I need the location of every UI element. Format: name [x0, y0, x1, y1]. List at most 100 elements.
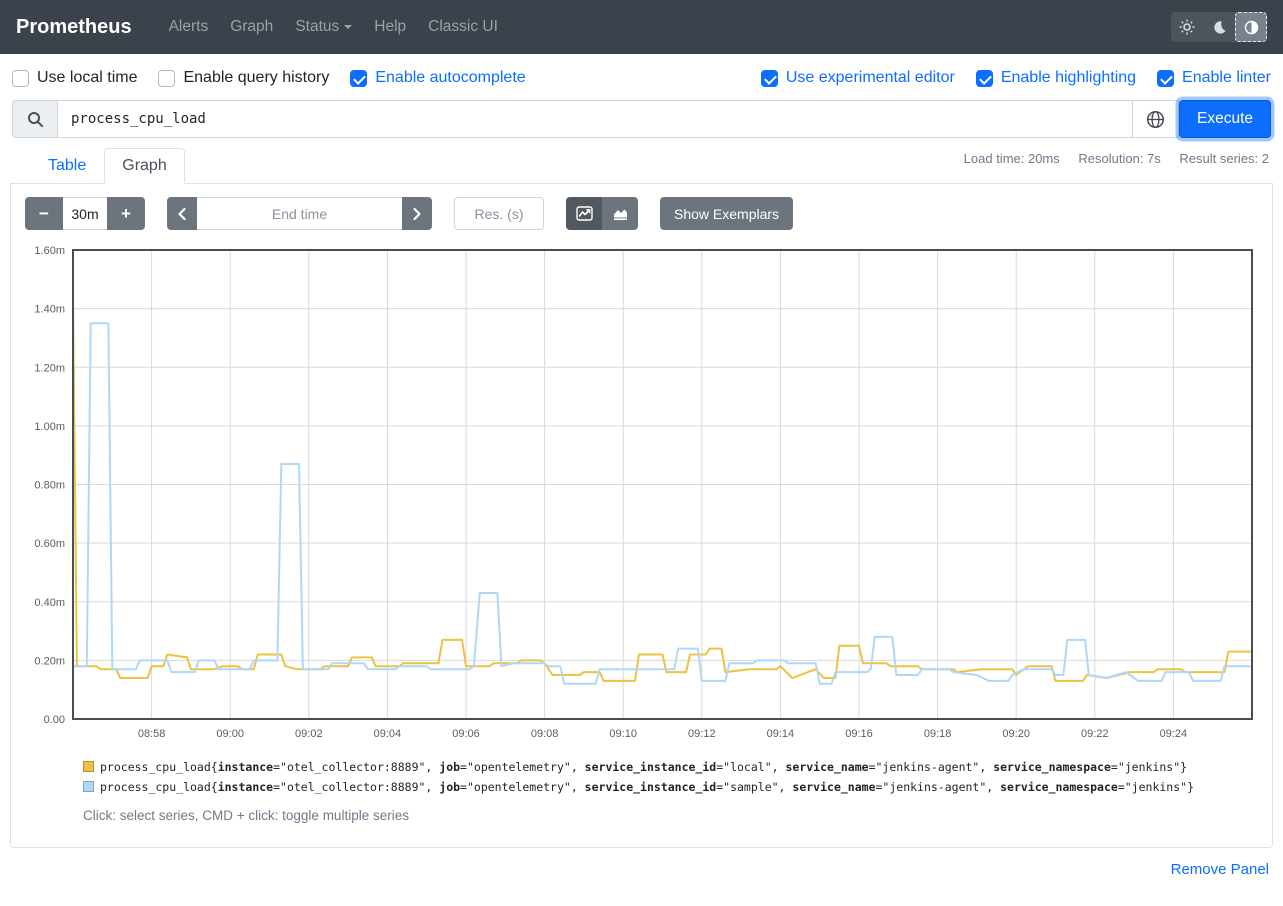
use-experimental-editor-checkbox[interactable]	[760, 69, 778, 87]
execute-button[interactable]: Execute	[1179, 100, 1271, 138]
enable-linter-checkbox[interactable]	[1157, 69, 1175, 87]
area-chart-icon	[613, 209, 627, 220]
series-line-local[interactable]	[72, 299, 1252, 682]
nav-item-status[interactable]: Status	[284, 10, 363, 44]
legend-swatch	[83, 781, 94, 792]
search-addon	[12, 100, 57, 138]
x-axis-tick-label: 09:06	[452, 728, 480, 740]
remove-panel-link[interactable]: Remove Panel	[1170, 861, 1269, 878]
tab-table[interactable]: Table	[48, 157, 87, 174]
y-axis-tick-label: 1.00m	[34, 421, 65, 433]
legend-item[interactable]: process_cpu_load{instance="otel_collecto…	[83, 757, 1260, 777]
globe-icon	[1146, 110, 1165, 128]
legend-item[interactable]: process_cpu_load{instance="otel_collecto…	[83, 777, 1260, 797]
circle-half-icon	[1244, 20, 1258, 34]
x-axis-tick-label: 09:18	[924, 728, 952, 740]
graph-area[interactable]: 0.00 0.20m 0.40m 0.60m 0.80m 1.00m 1.20m 1.40m 1…	[23, 242, 1260, 747]
plot-border	[72, 249, 1253, 720]
tab-graph[interactable]: Graph	[104, 148, 185, 184]
y-axis-tick-label: 0.40m	[34, 597, 65, 609]
metrics-explorer-button[interactable]	[1133, 100, 1179, 138]
option-use-local-time[interactable]: Use local time	[12, 69, 137, 87]
resolution-input[interactable]	[454, 197, 544, 230]
query-expression-input[interactable]	[57, 100, 1133, 138]
range-input-group: − +	[25, 197, 145, 230]
option-enable-highlighting[interactable]: Enable highlighting	[975, 69, 1136, 87]
graph-panel-body: − +	[10, 184, 1273, 848]
y-axis-tick-label: 1.40m	[34, 304, 65, 316]
y-axis-tick-label: 0.00	[44, 714, 65, 726]
legend-list: process_cpu_load{instance="otel_collecto…	[83, 757, 1260, 797]
x-axis-tick-label: 09:14	[767, 728, 795, 740]
chevron-left-icon	[178, 207, 186, 220]
option-enable-query-history[interactable]: Enable query history	[158, 69, 329, 87]
graph-svg[interactable]: 0.00 0.20m 0.40m 0.60m 0.80m 1.00m 1.20m 1.40m 1…	[23, 242, 1258, 742]
x-axis-tick-label: 09:16	[845, 728, 873, 740]
decrease-range-button[interactable]: −	[25, 197, 63, 230]
chart-type-toggle	[566, 197, 638, 230]
use-local-time-checkbox[interactable]	[12, 69, 29, 87]
show-exemplars-button[interactable]: Show Exemplars	[660, 197, 794, 230]
x-axis-tick-label: 09:10	[609, 728, 637, 740]
moon-icon	[1213, 20, 1226, 34]
dropdown-caret-icon	[344, 25, 353, 29]
x-axis-tick-label: 09:00	[216, 728, 244, 740]
enable-query-history-checkbox[interactable]	[158, 69, 176, 87]
options-row: Use local time Enable query history Enab…	[12, 69, 1271, 87]
panel-footer: Remove Panel	[14, 861, 1269, 879]
end-time-input[interactable]	[197, 197, 402, 230]
x-axis-tick-label: 09:04	[374, 728, 402, 740]
light-theme-button[interactable]	[1171, 12, 1203, 42]
option-enable-autocomplete[interactable]: Enable autocomplete	[350, 69, 526, 87]
legend-swatch	[83, 761, 94, 772]
brand-prometheus[interactable]: Prometheus	[16, 15, 132, 38]
sun-icon	[1179, 19, 1195, 35]
navbar: Prometheus Alerts Graph Status Help Clas…	[0, 0, 1283, 54]
options-right: Use experimental editor Enable highlight…	[760, 69, 1271, 87]
nav-item-classic-ui[interactable]: Classic UI	[428, 18, 498, 35]
theme-toggle-group	[1171, 12, 1267, 42]
query-bar: Execute	[12, 100, 1271, 138]
x-axis-tick-label: 09:02	[295, 728, 323, 740]
time-forward-button[interactable]	[402, 197, 432, 230]
tab-bar: Table Graph Load time: 20ms Resolution: …	[10, 148, 1273, 184]
dark-theme-button[interactable]	[1203, 12, 1235, 42]
enable-highlighting-checkbox[interactable]	[975, 69, 993, 87]
x-axis-tick-label: 09:24	[1160, 728, 1188, 740]
series-line-sample[interactable]	[73, 322, 1252, 685]
query-stats: Load time: 20ms Resolution: 7s Result se…	[949, 151, 1269, 166]
legend-label: process_cpu_load{instance="otel_collecto…	[100, 760, 1188, 774]
search-icon	[27, 111, 43, 127]
x-axis-tick-label: 08:58	[138, 728, 166, 740]
y-axis-tick-label: 0.20m	[34, 655, 65, 667]
end-time-group	[167, 197, 432, 230]
load-time: Load time: 20ms	[963, 151, 1060, 166]
x-axis-tick-label: 09:12	[688, 728, 716, 740]
nav-item-graph[interactable]: Graph	[230, 18, 274, 35]
auto-theme-button[interactable]	[1235, 12, 1267, 42]
x-axis-tick-label: 09:20	[1002, 728, 1030, 740]
y-axis-tick-label: 1.20m	[34, 362, 65, 374]
options-left: Use local time Enable query history Enab…	[12, 69, 526, 87]
y-axis-tick-label: 1.60m	[34, 245, 65, 257]
y-axis-tick-label: 0.80m	[34, 480, 65, 492]
stacked-chart-button[interactable]	[602, 197, 638, 230]
increase-range-button[interactable]: +	[107, 197, 145, 230]
graph-controls: − +	[25, 197, 1258, 230]
resolution: Resolution: 7s	[1078, 151, 1161, 166]
y-axis-tick-label: 0.60m	[34, 538, 65, 550]
nav-item-alerts[interactable]: Alerts	[168, 18, 209, 35]
nav-menu: Alerts Graph Status Help Classic UI	[158, 10, 509, 44]
legend-hint: Click: select series, CMD + click: toggl…	[83, 808, 409, 823]
option-enable-linter[interactable]: Enable linter	[1157, 69, 1271, 87]
range-input[interactable]	[63, 197, 107, 230]
chevron-right-icon	[413, 207, 421, 220]
x-axis-tick-label: 09:22	[1081, 728, 1109, 740]
line-chart-button[interactable]	[566, 197, 602, 230]
line-chart-icon	[575, 206, 593, 221]
enable-autocomplete-checkbox[interactable]	[350, 69, 368, 87]
option-use-experimental-editor[interactable]: Use experimental editor	[760, 69, 955, 87]
nav-item-help[interactable]: Help	[374, 18, 407, 35]
time-back-button[interactable]	[167, 197, 197, 230]
legend-label: process_cpu_load{instance="otel_collecto…	[100, 780, 1195, 794]
